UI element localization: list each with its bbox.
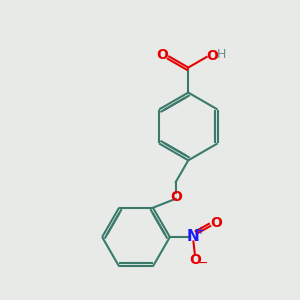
Text: O: O	[206, 49, 218, 63]
Text: −: −	[197, 257, 208, 270]
Text: H: H	[217, 47, 226, 61]
Text: O: O	[170, 190, 182, 204]
Text: N: N	[187, 229, 200, 244]
Text: O: O	[157, 48, 169, 62]
Text: O: O	[210, 216, 222, 230]
Text: +: +	[196, 226, 204, 236]
Text: O: O	[189, 253, 201, 267]
